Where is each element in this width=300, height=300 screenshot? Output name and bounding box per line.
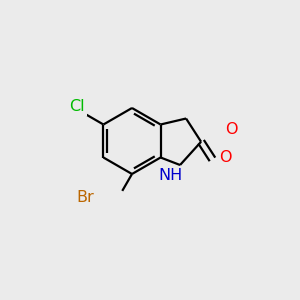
Text: O: O xyxy=(219,150,232,165)
Text: Cl: Cl xyxy=(69,99,84,114)
Text: Br: Br xyxy=(76,190,94,206)
Text: O: O xyxy=(225,122,237,136)
Text: NH: NH xyxy=(159,168,183,183)
